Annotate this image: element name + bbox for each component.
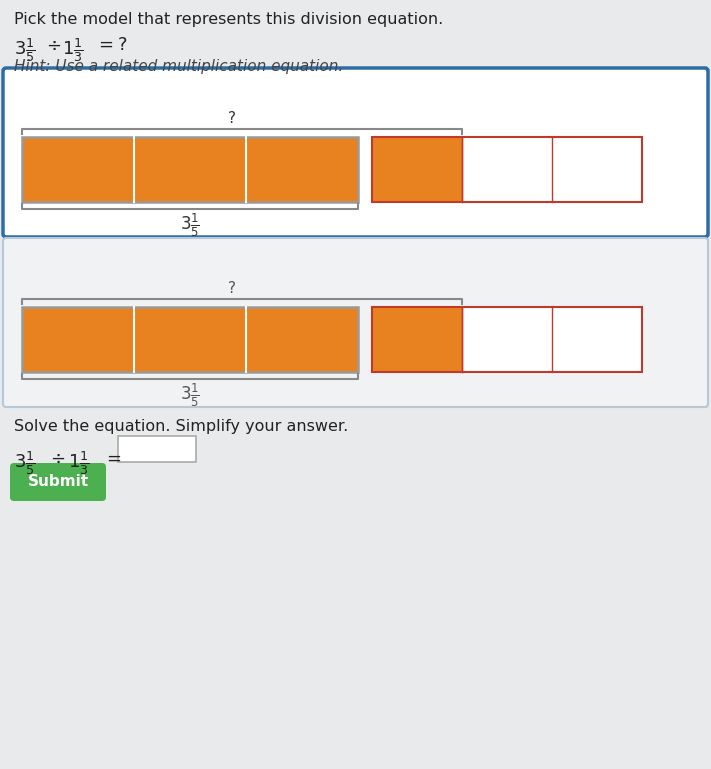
Text: $\div$: $\div$ (50, 449, 65, 467)
Bar (118, 436, 196, 462)
Bar (22, 137, 134, 202)
Text: ?: ? (228, 111, 236, 126)
Bar (134, 137, 246, 202)
Text: $1\frac{1}{3}$: $1\frac{1}{3}$ (62, 36, 83, 64)
FancyBboxPatch shape (10, 463, 106, 501)
Text: Solve the equation. Simplify your answer.: Solve the equation. Simplify your answer… (14, 419, 348, 434)
Bar (552, 307, 642, 372)
Text: $= ?$: $= ?$ (95, 36, 127, 54)
Bar (372, 137, 642, 202)
Bar (22, 307, 134, 372)
Bar (246, 307, 358, 372)
Text: ?: ? (228, 281, 236, 296)
Bar (462, 137, 552, 202)
Bar (246, 137, 358, 202)
Text: $\div$: $\div$ (46, 36, 61, 54)
Text: Hint: Use a related multiplication equation.: Hint: Use a related multiplication equat… (14, 59, 343, 74)
Text: $3\frac{1}{5}$: $3\frac{1}{5}$ (14, 36, 36, 64)
Text: $3\frac{1}{5}$: $3\frac{1}{5}$ (180, 382, 200, 409)
Bar (22, 137, 358, 202)
Text: $=$: $=$ (103, 449, 122, 467)
FancyBboxPatch shape (3, 238, 708, 407)
Bar (552, 137, 642, 202)
Bar (372, 307, 462, 372)
Text: $1\frac{1}{3}$: $1\frac{1}{3}$ (68, 449, 90, 477)
FancyBboxPatch shape (3, 68, 708, 237)
Bar (134, 307, 246, 372)
Text: $3\frac{1}{5}$: $3\frac{1}{5}$ (180, 212, 200, 239)
Bar (372, 307, 642, 372)
Bar (372, 137, 462, 202)
Text: Submit: Submit (28, 474, 89, 490)
Text: $3\frac{1}{5}$: $3\frac{1}{5}$ (14, 449, 36, 477)
Text: Pick the model that represents this division equation.: Pick the model that represents this divi… (14, 12, 443, 27)
Bar (22, 307, 358, 372)
Bar (462, 307, 552, 372)
